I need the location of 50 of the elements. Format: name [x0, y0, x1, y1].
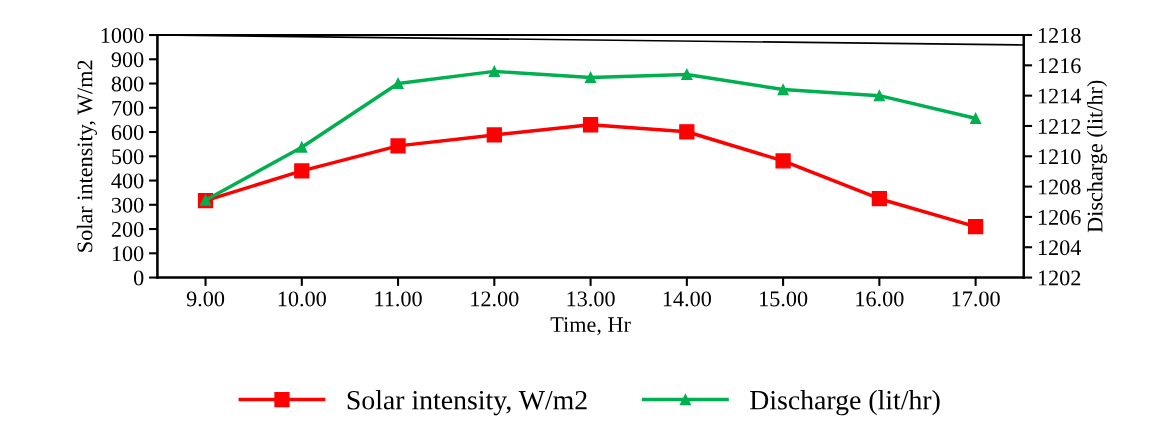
y2-tick-label: 1216 [1038, 58, 1081, 74]
point [486, 127, 502, 143]
y-tick-label: 600 [111, 124, 144, 140]
point [775, 153, 791, 169]
point [488, 65, 500, 77]
y2-tick-label: 1218 [1038, 27, 1081, 43]
y-tick-label: 900 [111, 52, 144, 68]
y-tick-label: 200 [111, 221, 144, 237]
point [582, 117, 599, 133]
point [970, 112, 982, 124]
y2-tick-label: 1214 [1038, 88, 1082, 104]
x-tick-label: 13.00 [567, 291, 615, 307]
point [873, 90, 885, 102]
y2-tick-label: 1210 [1038, 149, 1081, 165]
x-tick-label: 12.00 [471, 291, 519, 307]
x-axis-title: Time, Hr [550, 317, 631, 336]
y-tick-label: 1000 [101, 27, 144, 43]
x-tick-label: 17.00 [952, 291, 1000, 307]
point [777, 84, 789, 96]
point [871, 191, 887, 207]
point [392, 77, 404, 90]
y-tick-label: 400 [111, 173, 144, 189]
point [294, 163, 310, 179]
x-tick-label: 9.00 [186, 291, 225, 307]
legend-label: Discharge (lit/hr) [750, 390, 940, 416]
y-tick-label: 500 [112, 149, 144, 165]
point [585, 71, 597, 84]
point [681, 68, 693, 80]
point [679, 124, 695, 140]
x-tick-label: 15.00 [760, 291, 808, 307]
x-tick-label: 14.00 [663, 291, 711, 307]
x-tick-label: 16.00 [856, 291, 904, 307]
y2-tick-label: 1208 [1038, 179, 1081, 195]
point [296, 141, 308, 153]
legend-label: Solar intensity, W/m2 [347, 390, 587, 416]
y2-tick-label: 1206 [1038, 209, 1081, 225]
point [390, 138, 406, 154]
y-tick-label: 300 [111, 197, 144, 213]
x-tick-label: 11.00 [375, 291, 422, 307]
y2-tick-label: 1212 [1038, 118, 1081, 134]
x-tick-label: 10.00 [278, 291, 326, 307]
y-axis-title: Solar intensity, W/m2 [76, 60, 97, 252]
y-tick-label: 700 [112, 100, 144, 116]
y2-axis-title: Discharge (lit/hr) [1086, 80, 1108, 233]
y2-tick-label: 1204 [1038, 240, 1082, 256]
y2-tick-label: 1202 [1038, 270, 1081, 286]
y-tick-label: 800 [111, 76, 144, 92]
y-tick-label: 0 [133, 270, 144, 286]
y-tick-label: 100 [112, 246, 144, 262]
point [967, 218, 984, 235]
